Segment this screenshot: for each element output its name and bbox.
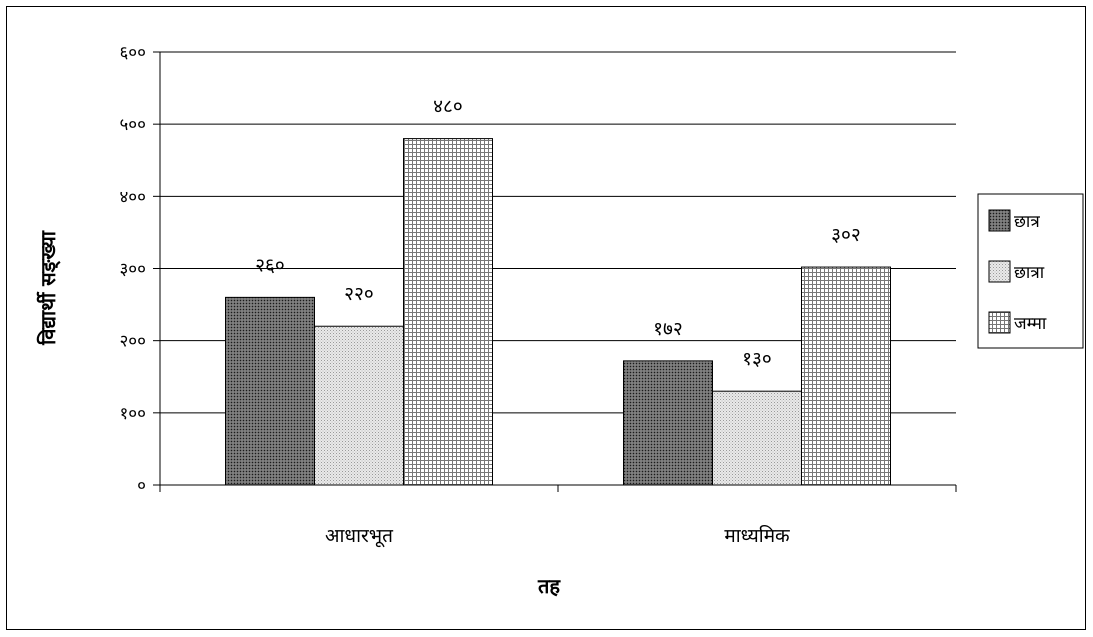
y-tick-label: २०० <box>119 332 146 352</box>
category-labels: आधारभूत माध्यमिक <box>325 524 790 548</box>
bar-3-1 <box>403 138 493 486</box>
data-label: ३०२ <box>831 224 861 246</box>
x-axis-title: तह <box>537 574 561 598</box>
data-label: २२० <box>344 283 374 305</box>
category-label: माध्यमिक <box>724 524 790 547</box>
bar-2-1 <box>314 325 404 486</box>
legend-label: छात्रा <box>1014 263 1045 283</box>
data-label: ४८० <box>433 96 463 118</box>
legend: छात्र छात्रा जम्मा <box>977 193 1084 349</box>
data-label: १३० <box>742 348 772 370</box>
category-label: आधारभूत <box>325 525 394 548</box>
legend-swatch <box>988 260 1011 283</box>
legend-label: छात्र <box>1014 212 1040 232</box>
data-label: १७२ <box>653 318 683 340</box>
bar-1-1 <box>225 296 315 486</box>
y-tick-label: ६०० <box>119 43 146 63</box>
bar-2-2 <box>712 390 802 486</box>
bar-1-2 <box>623 360 713 486</box>
bars <box>225 138 891 486</box>
legend-swatch <box>988 209 1011 232</box>
legend-swatch <box>988 311 1011 334</box>
y-axis-title: विद्यार्थी सङ्ख्या <box>36 230 61 346</box>
data-labels: २६० २२० ४८० १७२ १३० ३०२ <box>255 96 861 371</box>
chart-frame <box>6 6 1086 630</box>
y-tick-labels: ० १०० २०० ३०० ४०० ५०० ६०० <box>119 43 146 496</box>
bar-3-2 <box>801 266 891 486</box>
y-tick-label: ० <box>137 476 146 496</box>
legend-label: जम्मा <box>1014 314 1047 334</box>
y-tick-label: ५०० <box>119 115 146 135</box>
y-tick-label: १०० <box>119 404 146 424</box>
y-tick-label: ३०० <box>119 260 146 280</box>
data-label: २६० <box>255 254 285 276</box>
y-tick-label: ४०० <box>119 187 146 207</box>
axes <box>153 51 957 492</box>
